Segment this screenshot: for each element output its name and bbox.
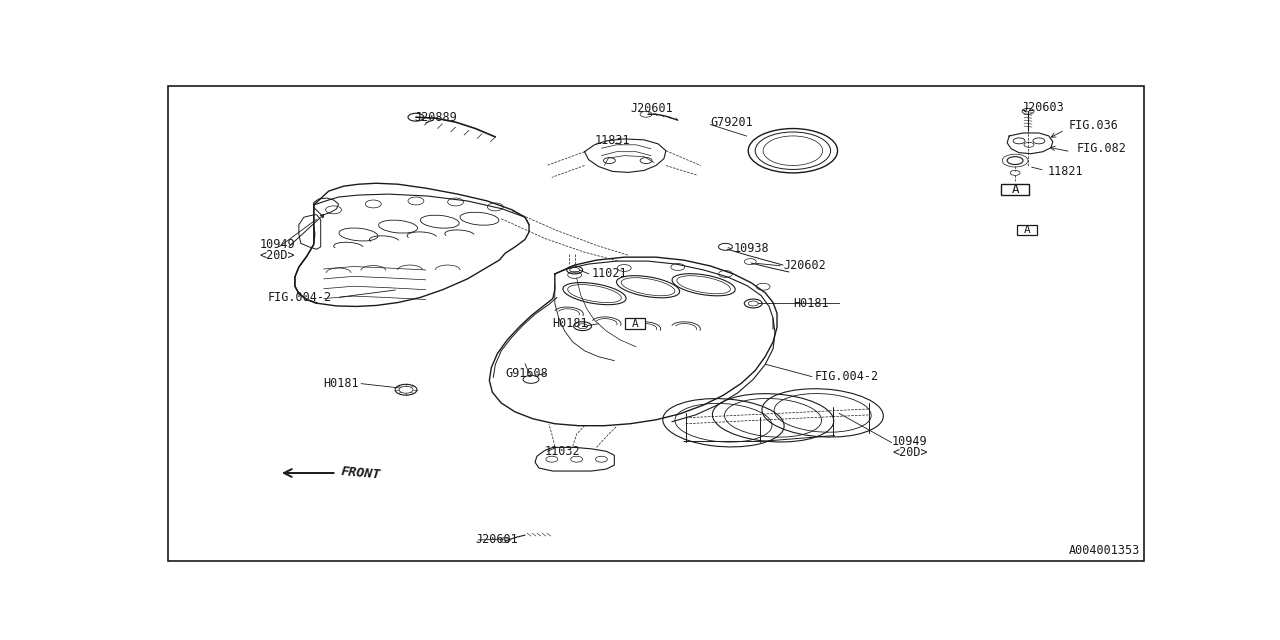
Text: <20D>: <20D>	[259, 249, 294, 262]
FancyBboxPatch shape	[1018, 225, 1037, 236]
Text: J20889: J20889	[415, 111, 457, 124]
Text: FRONT: FRONT	[340, 465, 381, 481]
Text: J20603: J20603	[1021, 101, 1064, 114]
Text: A004001353: A004001353	[1069, 544, 1140, 557]
Text: H0181: H0181	[324, 377, 360, 390]
Text: A: A	[1011, 183, 1019, 196]
Text: 10938: 10938	[733, 242, 769, 255]
Text: <20D>: <20D>	[892, 446, 928, 459]
Text: 11021: 11021	[591, 268, 627, 280]
Text: 10949: 10949	[259, 238, 294, 251]
Text: 11032: 11032	[545, 445, 581, 458]
Text: G79201: G79201	[710, 116, 754, 129]
Text: J20602: J20602	[783, 259, 826, 271]
Text: J20601: J20601	[475, 532, 518, 545]
FancyBboxPatch shape	[1001, 184, 1029, 195]
Text: 11831: 11831	[594, 134, 630, 147]
FancyBboxPatch shape	[625, 318, 645, 329]
Text: FIG.082: FIG.082	[1076, 141, 1126, 155]
Text: A: A	[632, 319, 639, 329]
Text: H0181: H0181	[792, 297, 828, 310]
Text: H0181: H0181	[552, 317, 588, 330]
Text: FIG.036: FIG.036	[1069, 118, 1119, 132]
Text: J20601: J20601	[631, 102, 673, 115]
Text: 10949: 10949	[892, 435, 928, 448]
Text: G91608: G91608	[506, 367, 548, 380]
Text: A: A	[1024, 225, 1030, 235]
Text: 11821: 11821	[1048, 165, 1083, 178]
Text: FIG.004-2: FIG.004-2	[268, 291, 332, 304]
Text: FIG.004-2: FIG.004-2	[815, 370, 879, 383]
